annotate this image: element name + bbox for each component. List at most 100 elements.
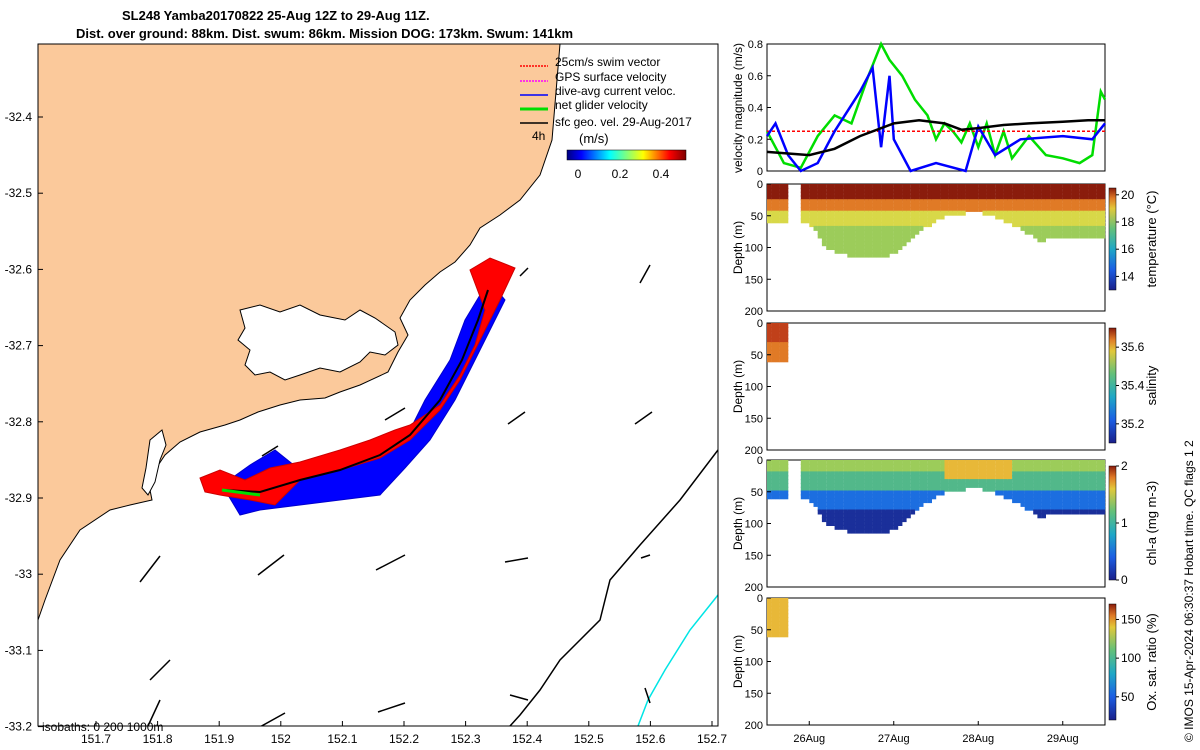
section-cell <box>813 191 818 197</box>
section-cell <box>881 486 886 492</box>
section-cell <box>919 184 924 189</box>
section-cell <box>868 199 873 205</box>
section-cell <box>898 490 903 496</box>
section-cell <box>969 471 975 477</box>
section-cell <box>855 184 861 189</box>
section-cell <box>910 214 916 220</box>
section-cell <box>876 467 882 473</box>
section-cell <box>885 475 890 481</box>
section-cell <box>999 460 1004 465</box>
section-cell <box>1037 494 1042 500</box>
section-cell <box>838 195 844 201</box>
section-cell <box>1083 225 1089 231</box>
section-cell <box>779 218 785 224</box>
section-cell <box>982 486 987 492</box>
section-cell <box>1062 509 1068 515</box>
section-cell <box>1012 475 1017 481</box>
section-cell <box>889 524 894 530</box>
net-glider-velocity <box>221 488 261 497</box>
section-cell <box>1029 490 1034 496</box>
section-cell <box>893 521 899 526</box>
section-cell <box>1088 233 1093 239</box>
section-cell <box>1062 505 1068 511</box>
section-cell <box>902 187 907 193</box>
section-cell <box>1012 195 1017 201</box>
section-cell <box>1079 225 1085 231</box>
section-cell <box>1083 184 1089 189</box>
section-cell <box>923 199 928 205</box>
section-cell <box>1037 513 1042 519</box>
section-cell <box>864 486 869 492</box>
section-cell <box>1092 233 1097 239</box>
section-cell <box>821 199 827 205</box>
section-cell <box>1067 187 1072 193</box>
section-cell <box>834 513 839 519</box>
colorbar-tick-label: 35.2 <box>1121 417 1145 431</box>
section-cell <box>1041 214 1046 220</box>
section-cell <box>910 222 916 228</box>
section-cell <box>864 184 869 189</box>
section-cell <box>952 460 958 465</box>
section-cell <box>898 233 903 239</box>
section-cell <box>775 624 780 630</box>
section-cell <box>1045 184 1051 189</box>
section-cell <box>1071 467 1076 473</box>
section-cell <box>898 509 903 515</box>
section-cell <box>779 617 785 622</box>
section-cell <box>868 460 873 465</box>
section-cell <box>885 490 890 496</box>
section-cell <box>767 624 772 630</box>
section-cell <box>902 222 907 228</box>
section-cell <box>813 214 818 220</box>
section-cell <box>1037 498 1042 504</box>
section-cell <box>1029 187 1034 193</box>
section-cell <box>936 191 941 197</box>
section-cell <box>847 229 852 235</box>
section-cell <box>864 471 869 477</box>
section-cell <box>1079 206 1085 212</box>
section-cell <box>999 214 1004 220</box>
section-cell <box>779 486 785 492</box>
section-cell <box>1100 206 1106 212</box>
section-cell <box>982 475 987 481</box>
section-cell <box>876 252 882 258</box>
section-cell <box>1024 467 1030 473</box>
section-cell <box>898 241 903 247</box>
section-cell <box>889 463 894 469</box>
section-cell <box>902 463 907 469</box>
section-cell <box>1024 486 1030 492</box>
section-cell <box>902 498 907 504</box>
section-cell <box>902 509 907 515</box>
section-cell <box>914 463 920 469</box>
section-cell <box>855 245 861 250</box>
section-cell <box>982 203 987 209</box>
section-cell <box>1079 229 1085 235</box>
section-cell <box>868 501 873 507</box>
section-cell <box>843 494 848 500</box>
section-cell <box>830 225 835 231</box>
section-cell <box>881 509 886 515</box>
section-cell <box>767 605 772 611</box>
section-cell <box>851 203 856 209</box>
section-cell <box>771 210 776 216</box>
section-cell <box>898 494 903 500</box>
section-cell <box>771 349 776 355</box>
section-cell <box>779 195 785 201</box>
section-cell <box>914 210 920 216</box>
section-cell <box>936 471 941 477</box>
section-cell <box>809 199 814 205</box>
time-tick-label: 29Aug <box>1047 733 1079 745</box>
section-cell <box>821 513 827 519</box>
section-cell <box>800 490 806 496</box>
section-cell <box>767 187 772 193</box>
section-cell <box>813 486 818 492</box>
section-cell <box>889 509 894 515</box>
section-cell <box>767 494 772 500</box>
section-cell <box>906 490 911 496</box>
section-cell <box>931 199 937 205</box>
section-cell <box>830 237 835 243</box>
section-cell <box>881 248 886 254</box>
section-cell <box>889 245 894 250</box>
section-cell <box>767 598 772 603</box>
section-cell <box>813 225 818 231</box>
